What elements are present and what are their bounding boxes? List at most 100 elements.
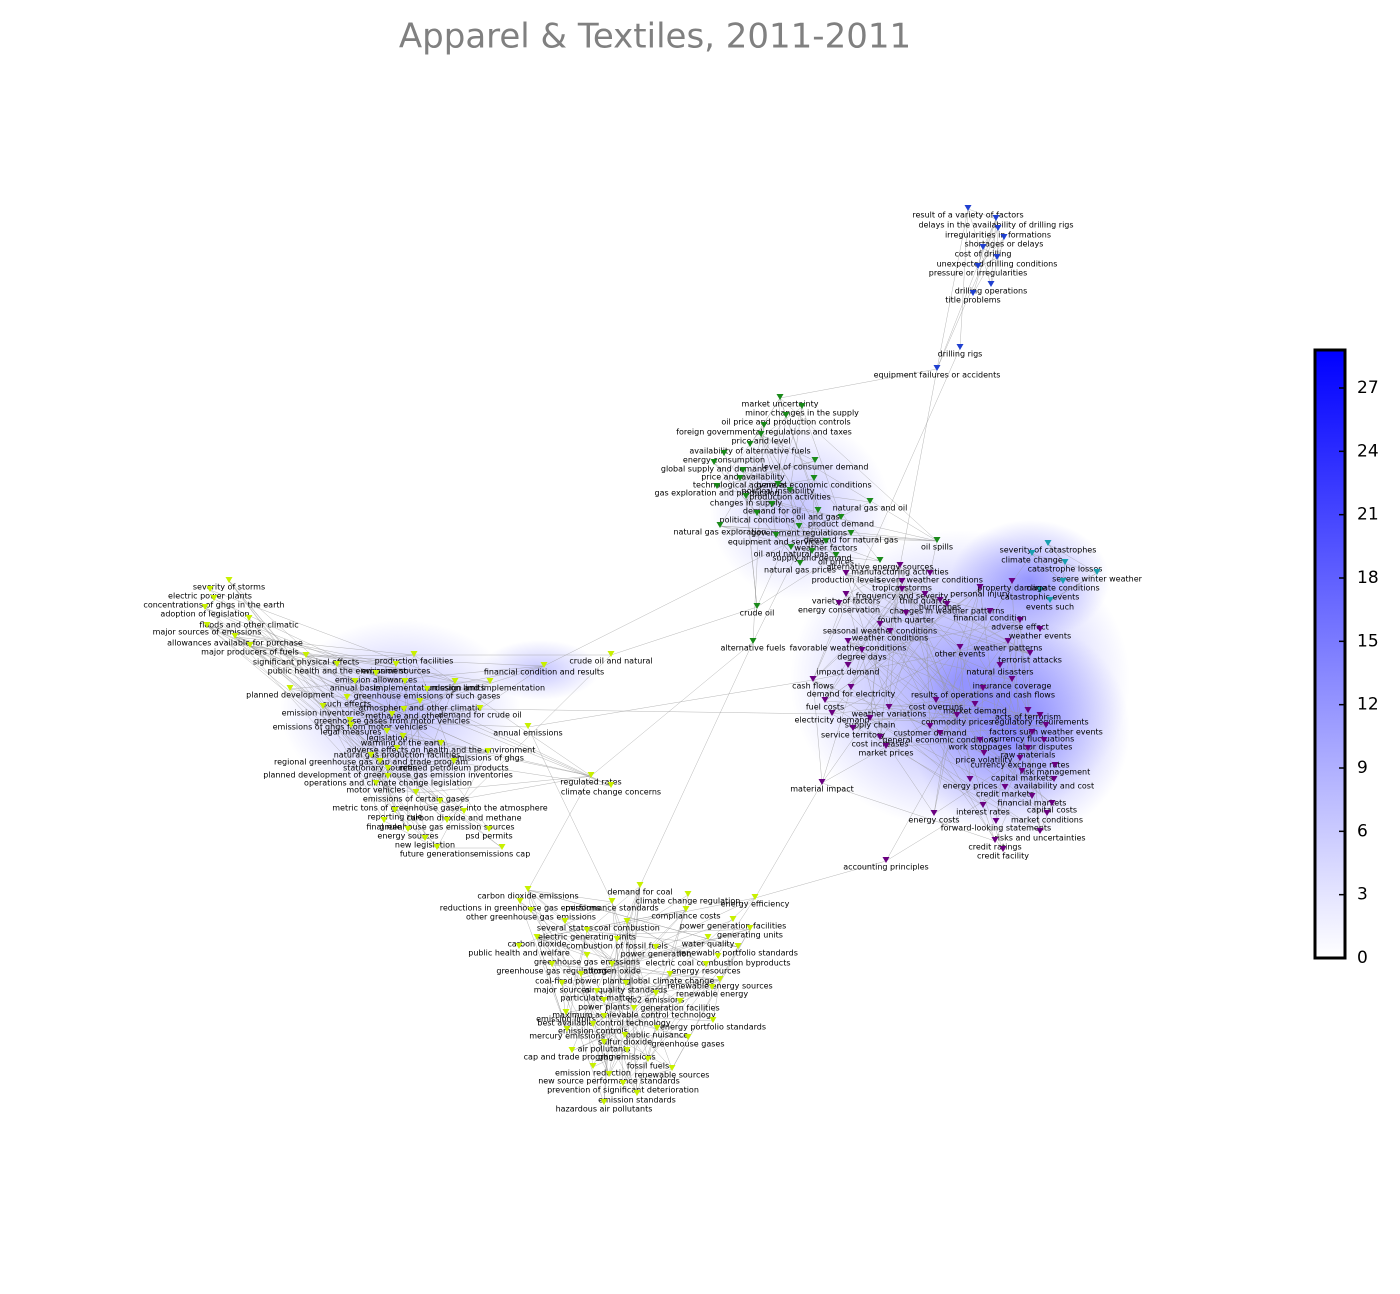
edge <box>1011 553 1033 583</box>
node <box>704 934 712 940</box>
edge <box>354 681 612 787</box>
node-label: implementation <box>373 684 436 693</box>
edge <box>543 501 871 667</box>
node-label: changes in supply <box>710 499 783 508</box>
edge <box>249 645 491 683</box>
edge <box>831 700 937 715</box>
node-label: weather factors <box>795 544 858 553</box>
edge <box>1019 620 1029 750</box>
node-label: legal measures <box>321 728 382 737</box>
node-label: global climate change <box>626 977 715 986</box>
node-label: emissions cap <box>474 850 531 859</box>
node <box>343 694 351 700</box>
node <box>400 706 408 712</box>
edge <box>811 510 819 553</box>
node <box>383 728 391 734</box>
edge <box>852 679 1013 730</box>
node-label: energy costs <box>908 816 959 825</box>
node <box>736 475 744 481</box>
tick-label: 6 <box>1357 821 1368 841</box>
node-label: ghg emissions <box>598 1053 655 1062</box>
edge <box>742 470 827 543</box>
edge <box>234 636 356 683</box>
edge <box>586 930 739 948</box>
node-label: cost increases <box>851 740 908 749</box>
node-label: coal combustion <box>594 924 660 933</box>
node <box>1044 540 1052 546</box>
node <box>746 441 754 447</box>
node <box>808 548 816 554</box>
node-label: weather patterns <box>974 644 1043 653</box>
node <box>246 642 254 648</box>
node-label: emission limits <box>536 1015 596 1024</box>
node <box>372 780 380 786</box>
edge <box>888 707 985 755</box>
node-label: particulate matter <box>560 994 634 1003</box>
edge <box>777 415 787 486</box>
edge <box>831 631 891 715</box>
node <box>421 835 429 841</box>
edge <box>775 533 852 537</box>
edge <box>603 993 657 1044</box>
edge <box>889 631 941 735</box>
node-label: cost of drilling <box>955 250 1012 259</box>
node <box>524 723 532 729</box>
edge <box>812 679 1041 833</box>
node <box>1018 768 1026 774</box>
node-label: sulfur dioxide <box>598 1038 652 1047</box>
node <box>753 510 761 516</box>
edge <box>889 565 901 633</box>
node-label: generation facilities <box>640 1004 719 1013</box>
node-label: regional greenhouse gas cap and trade pr… <box>274 758 468 767</box>
edge <box>206 625 393 716</box>
node <box>787 544 795 550</box>
edge <box>611 901 673 1070</box>
edge <box>394 775 592 812</box>
node <box>866 715 874 721</box>
node <box>476 705 484 711</box>
node <box>1040 737 1048 743</box>
node <box>443 817 451 823</box>
node <box>607 782 615 788</box>
node <box>933 365 941 371</box>
node <box>708 984 716 990</box>
edge <box>850 624 881 689</box>
edge <box>453 761 612 787</box>
edge <box>779 368 938 399</box>
node-label: market prices <box>858 749 913 758</box>
node <box>1028 550 1036 556</box>
edge <box>1039 803 1053 833</box>
node-label: water quality <box>682 940 735 949</box>
node-label: currency fluctuations <box>990 735 1075 744</box>
edge <box>924 594 931 728</box>
node <box>966 776 974 782</box>
node-label: demand for crude oil <box>438 711 522 720</box>
node <box>563 1026 571 1032</box>
node <box>384 765 392 771</box>
edge <box>972 237 1005 295</box>
node <box>782 412 790 418</box>
edge <box>383 820 438 849</box>
node-label: title problems <box>945 296 1000 305</box>
node <box>876 734 884 740</box>
edge <box>995 620 1021 823</box>
node-label: electric coal combustion byproducts <box>645 959 790 968</box>
node <box>684 1034 692 1040</box>
node <box>729 916 737 922</box>
node-label: climate change regulation <box>636 897 741 906</box>
edge <box>305 655 356 683</box>
node <box>885 704 893 710</box>
edge <box>479 708 833 715</box>
node <box>1051 762 1059 768</box>
node-label: crude oil <box>740 609 775 618</box>
edges <box>204 208 1098 1104</box>
node <box>401 678 409 684</box>
edge <box>603 964 613 1104</box>
edge <box>821 746 887 784</box>
edge <box>745 490 791 498</box>
edge <box>671 946 739 1070</box>
node-label: variety of factors <box>812 597 880 606</box>
edge <box>785 415 837 557</box>
edge <box>979 688 984 742</box>
node <box>548 961 556 967</box>
